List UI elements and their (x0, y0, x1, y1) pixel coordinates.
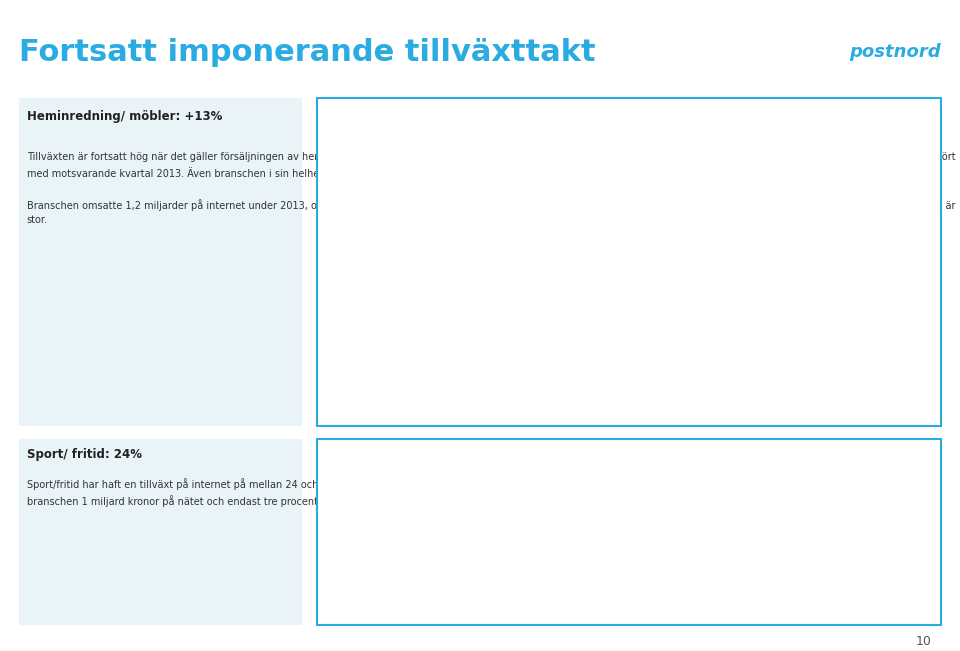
Text: 29%: 29% (542, 483, 565, 493)
Bar (887, 507, 915, 570)
Text: Sport/ fritid: 24%: Sport/ fritid: 24% (27, 448, 142, 461)
Bar (627, 308, 655, 387)
Text: Fortsatt imponerande tillväxttakt: Fortsatt imponerande tillväxttakt (19, 38, 596, 66)
Bar (844, 247, 872, 387)
Text: 23%: 23% (846, 234, 869, 245)
Text: 20%: 20% (542, 253, 565, 263)
Text: 10: 10 (915, 635, 931, 648)
Bar (670, 290, 698, 387)
Bar (496, 486, 525, 570)
Bar (713, 229, 741, 387)
Text: 25%: 25% (846, 493, 869, 503)
Bar (844, 505, 872, 570)
Text: Sport/fritid har haft en tillväxt på internet på mellan 24 och 32 procent sedan : Sport/fritid har haft en tillväxt på int… (27, 478, 933, 507)
Text: 24%: 24% (889, 496, 912, 506)
Text: postnord: postnord (850, 43, 941, 61)
Text: 11%: 11% (586, 308, 609, 318)
Text: Heminredning/ möbler: +13%: Heminredning/ möbler: +13% (27, 111, 223, 124)
Bar (887, 308, 915, 387)
Text: 26%: 26% (716, 216, 739, 226)
Text: 27%: 27% (586, 488, 609, 498)
Bar (540, 494, 568, 570)
Bar (584, 320, 612, 387)
Bar (800, 507, 828, 570)
Text: 16%: 16% (673, 277, 696, 287)
Bar (584, 499, 612, 570)
Text: 15%: 15% (759, 283, 782, 294)
Text: 13%: 13% (629, 296, 653, 305)
Text: 32%: 32% (499, 475, 522, 485)
Text: 31%: 31% (759, 478, 782, 488)
Bar (800, 314, 828, 387)
Text: 28%: 28% (673, 486, 696, 495)
Bar (496, 253, 525, 387)
Bar (756, 296, 785, 387)
Text: 32%: 32% (716, 475, 739, 485)
Bar (627, 507, 655, 570)
Bar (670, 497, 698, 570)
Text: Tillväxten är fortsatt hög när det gäller försäljningen av heminredning/ möbler : Tillväxten är fortsatt hög när det gälle… (27, 152, 955, 225)
Bar (756, 489, 785, 570)
Text: 24%: 24% (803, 496, 826, 506)
Text: 24%: 24% (629, 496, 653, 506)
Text: 12%: 12% (803, 301, 826, 312)
Bar (713, 486, 741, 570)
Bar (540, 266, 568, 387)
Text: 13%: 13% (889, 296, 912, 305)
Text: 22%: 22% (499, 241, 522, 251)
